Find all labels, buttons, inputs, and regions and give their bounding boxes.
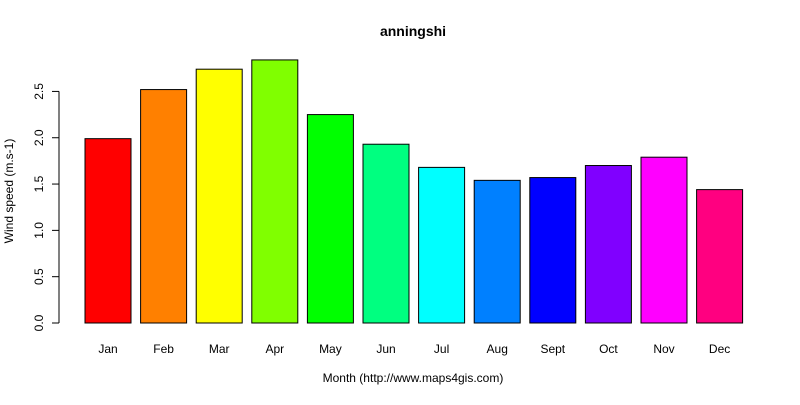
x-axis-labels: Jan Feb Mar Apr May Jun Jul Aug Sept Oct Nov Dec [98,342,730,356]
x-tick-label: Jun [376,342,395,356]
x-axis-label: Month (http://www.maps4gis.com) [323,371,504,385]
x-tick-label: Apr [265,342,284,356]
y-tick-label: 0.5 [32,268,46,285]
bar-aug [473,179,521,324]
x-tick-label: Feb [153,342,174,356]
y-tick-label: 1.0 [32,222,46,239]
bar-mar [195,68,243,324]
y-tick-label: 2.5 [32,83,46,100]
bar-nov [640,156,688,324]
y-axis: 0.0 0.5 1.0 1.5 2.0 2.5 [32,83,60,331]
bar-jul [418,166,466,324]
bar-feb [140,89,188,324]
y-tick-label: 2.0 [32,129,46,146]
bar-sept [529,177,577,324]
bar-apr [251,59,299,324]
x-tick-label: Sept [540,342,565,356]
bar-dec [696,189,744,324]
bar-jun [362,143,410,324]
bar-jan [84,138,132,324]
chart-title: anningshi [380,23,446,39]
bar-may [306,114,354,324]
y-axis-label: Wind speed (m.s-1) [2,139,16,244]
y-tick-label: 1.5 [32,175,46,192]
x-tick-label: Nov [653,342,674,356]
x-tick-label: Jul [434,342,449,356]
y-tick-label: 0.0 [32,314,46,331]
x-tick-label: May [319,342,342,356]
x-tick-label: Mar [209,342,230,356]
bars-group [84,59,744,324]
x-tick-label: Oct [599,342,618,356]
bar-oct [584,165,632,324]
x-tick-label: Aug [487,342,508,356]
x-tick-label: Jan [98,342,117,356]
x-tick-label: Dec [709,342,730,356]
